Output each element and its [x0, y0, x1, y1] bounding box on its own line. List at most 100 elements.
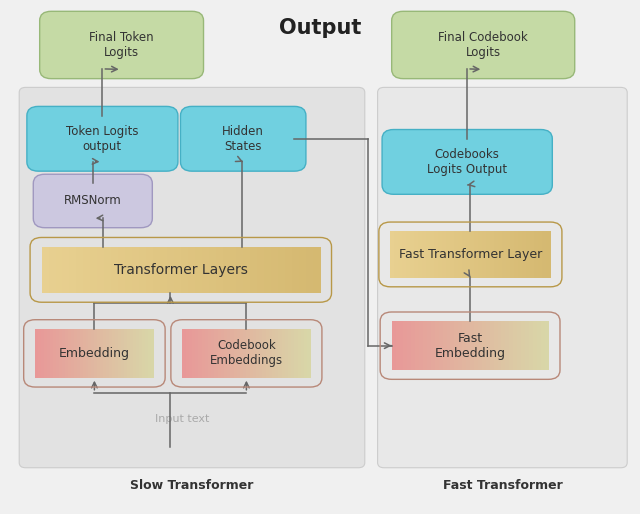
FancyBboxPatch shape [79, 329, 83, 378]
FancyBboxPatch shape [259, 329, 263, 378]
FancyBboxPatch shape [256, 329, 260, 378]
FancyBboxPatch shape [288, 329, 292, 378]
FancyBboxPatch shape [269, 329, 273, 378]
FancyBboxPatch shape [246, 329, 250, 378]
FancyBboxPatch shape [42, 247, 49, 293]
FancyBboxPatch shape [419, 321, 424, 370]
FancyBboxPatch shape [474, 231, 479, 278]
FancyBboxPatch shape [118, 247, 125, 293]
FancyBboxPatch shape [188, 247, 195, 293]
FancyBboxPatch shape [306, 247, 314, 293]
FancyBboxPatch shape [132, 247, 140, 293]
FancyBboxPatch shape [211, 329, 215, 378]
FancyBboxPatch shape [532, 321, 538, 370]
FancyBboxPatch shape [59, 329, 63, 378]
FancyBboxPatch shape [160, 247, 168, 293]
Text: Codebook
Embeddings: Codebook Embeddings [210, 339, 283, 368]
FancyBboxPatch shape [398, 231, 403, 278]
FancyBboxPatch shape [153, 247, 161, 293]
Text: Fast Transformer Layer: Fast Transformer Layer [399, 248, 542, 261]
FancyBboxPatch shape [427, 321, 431, 370]
Text: Final Token
Logits: Final Token Logits [90, 31, 154, 59]
FancyBboxPatch shape [264, 247, 272, 293]
FancyBboxPatch shape [243, 329, 247, 378]
Text: Embedding: Embedding [59, 347, 130, 360]
FancyBboxPatch shape [74, 329, 77, 378]
FancyBboxPatch shape [443, 321, 447, 370]
FancyBboxPatch shape [454, 321, 459, 370]
FancyBboxPatch shape [419, 231, 423, 278]
FancyBboxPatch shape [125, 247, 132, 293]
FancyBboxPatch shape [410, 231, 415, 278]
FancyBboxPatch shape [521, 321, 525, 370]
FancyBboxPatch shape [451, 321, 455, 370]
FancyBboxPatch shape [463, 231, 467, 278]
FancyBboxPatch shape [467, 231, 471, 278]
FancyBboxPatch shape [298, 329, 301, 378]
FancyBboxPatch shape [394, 231, 399, 278]
Text: Slow Transformer: Slow Transformer [131, 479, 253, 492]
FancyBboxPatch shape [502, 231, 507, 278]
FancyBboxPatch shape [218, 329, 221, 378]
FancyBboxPatch shape [390, 231, 395, 278]
FancyBboxPatch shape [104, 247, 112, 293]
FancyBboxPatch shape [253, 329, 257, 378]
FancyBboxPatch shape [313, 247, 321, 293]
FancyBboxPatch shape [490, 231, 495, 278]
FancyBboxPatch shape [285, 247, 293, 293]
Text: Token Logits
output: Token Logits output [66, 125, 139, 153]
FancyBboxPatch shape [278, 247, 286, 293]
FancyBboxPatch shape [403, 321, 408, 370]
FancyBboxPatch shape [146, 247, 154, 293]
FancyBboxPatch shape [426, 231, 431, 278]
FancyBboxPatch shape [49, 247, 56, 293]
FancyBboxPatch shape [511, 231, 515, 278]
FancyBboxPatch shape [531, 231, 535, 278]
FancyBboxPatch shape [97, 329, 101, 378]
FancyBboxPatch shape [403, 231, 407, 278]
FancyBboxPatch shape [271, 247, 279, 293]
FancyBboxPatch shape [53, 329, 56, 378]
Text: Output: Output [279, 18, 361, 38]
FancyBboxPatch shape [180, 247, 188, 293]
FancyBboxPatch shape [62, 329, 65, 378]
FancyBboxPatch shape [208, 329, 212, 378]
FancyBboxPatch shape [378, 87, 627, 468]
FancyBboxPatch shape [423, 321, 428, 370]
FancyBboxPatch shape [304, 329, 308, 378]
FancyBboxPatch shape [167, 247, 175, 293]
FancyBboxPatch shape [435, 231, 439, 278]
Text: Input text: Input text [156, 414, 209, 424]
FancyBboxPatch shape [205, 329, 209, 378]
FancyBboxPatch shape [470, 231, 475, 278]
FancyBboxPatch shape [502, 321, 506, 370]
FancyBboxPatch shape [227, 329, 231, 378]
FancyBboxPatch shape [275, 329, 279, 378]
FancyBboxPatch shape [40, 11, 204, 79]
FancyBboxPatch shape [262, 329, 266, 378]
FancyBboxPatch shape [70, 329, 74, 378]
FancyBboxPatch shape [76, 247, 84, 293]
FancyBboxPatch shape [547, 231, 551, 278]
FancyBboxPatch shape [538, 231, 543, 278]
FancyBboxPatch shape [458, 321, 463, 370]
FancyBboxPatch shape [439, 321, 444, 370]
FancyBboxPatch shape [230, 247, 237, 293]
FancyBboxPatch shape [292, 247, 300, 293]
FancyBboxPatch shape [431, 321, 435, 370]
FancyBboxPatch shape [33, 174, 152, 228]
FancyBboxPatch shape [224, 329, 228, 378]
FancyBboxPatch shape [407, 321, 412, 370]
Text: Fast
Embedding: Fast Embedding [435, 332, 506, 360]
Text: Final Codebook
Logits: Final Codebook Logits [438, 31, 528, 59]
FancyBboxPatch shape [115, 329, 119, 378]
FancyBboxPatch shape [106, 329, 110, 378]
FancyBboxPatch shape [392, 11, 575, 79]
FancyBboxPatch shape [483, 231, 487, 278]
FancyBboxPatch shape [482, 321, 486, 370]
FancyBboxPatch shape [396, 321, 400, 370]
FancyBboxPatch shape [272, 329, 276, 378]
FancyBboxPatch shape [214, 329, 218, 378]
FancyBboxPatch shape [139, 247, 147, 293]
FancyBboxPatch shape [230, 329, 234, 378]
